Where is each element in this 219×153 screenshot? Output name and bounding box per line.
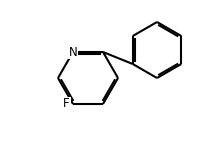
Text: F: F [63,97,70,110]
Text: N: N [69,46,77,58]
